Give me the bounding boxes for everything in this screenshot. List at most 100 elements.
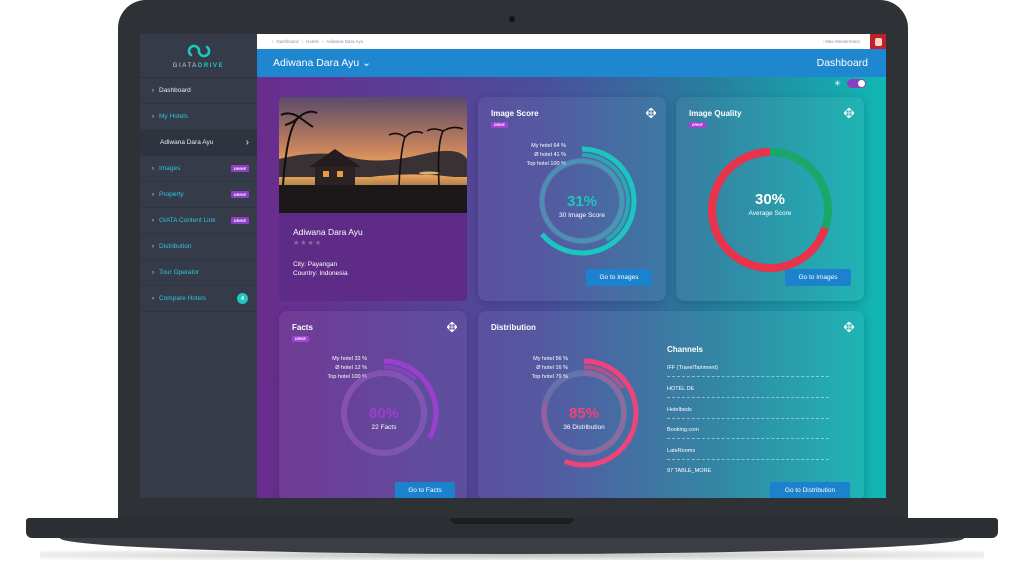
channels-title: Channels (667, 345, 704, 354)
drive-tag: DRIVE (292, 336, 309, 342)
hotel-name: Adiwana Dara Ayu (293, 227, 363, 237)
distribution-legend: My hotel 56 % Ø hotel 16 % Top hotel 79 … (532, 355, 568, 382)
distribution-card: Distribution My hotel 56 % Ø hotel 16 % … (478, 311, 864, 498)
page-header: Adiwana Dara Ayu ⌄ Dashboard (257, 49, 886, 77)
logo-text: GIATADRIVE (172, 62, 225, 69)
go-to-images-button[interactable]: Go to Images (785, 269, 851, 286)
giata-logo[interactable]: GIATADRIVE (140, 34, 257, 78)
move-icon[interactable] (844, 108, 854, 118)
legend-avg-hotel: Ø hotel 16 % (536, 365, 568, 371)
image-score-value: 31% (566, 193, 598, 210)
drive-tag: DRIVE (230, 165, 249, 172)
card-title: Image Quality (689, 109, 742, 118)
ring-avg-hotel (581, 153, 630, 242)
card-title: Distribution (491, 323, 536, 332)
breadcrumb-arrow-icon: › (272, 39, 274, 44)
move-icon[interactable] (646, 108, 656, 118)
ring-my-hotel (540, 146, 637, 256)
theme-toggle-row: ☀ (834, 79, 866, 88)
go-to-facts-button[interactable]: Go to Facts (395, 482, 455, 498)
sidebar-item-tour-operator[interactable]: › Tour Operator (140, 260, 257, 286)
ring-my-hotel (383, 358, 439, 440)
sidebar-item-selected-hotel[interactable]: Adiwana Dara Ayu › (140, 130, 257, 156)
sidebar-item-my-hotels[interactable]: › My Hotels (140, 104, 257, 130)
move-icon[interactable] (447, 322, 457, 332)
dashboard-content: ☀ (257, 77, 886, 498)
ring-top-hotel (539, 159, 624, 243)
sidebar-item-content-link[interactable]: › GIATA Content Link DRIVE (140, 208, 257, 234)
hotel-photo (279, 97, 467, 213)
image-quality-card: Image Quality DRIVE 30% Average Score Go… (676, 97, 864, 301)
page-title: Dashboard (816, 57, 868, 69)
chevron-right-icon: › (152, 217, 154, 224)
image-score-gauge (538, 146, 637, 256)
chevron-right-icon: › (152, 87, 154, 94)
laptop-shadow (40, 550, 984, 560)
gauge-track (538, 158, 625, 244)
app-screen: GIATADRIVE › Dashboard › My Hotels Adiwana… (140, 34, 886, 498)
go-to-distribution-button[interactable]: Go to Distribution (770, 482, 850, 498)
gauge-track (340, 370, 427, 456)
theme-toggle[interactable] (847, 79, 866, 88)
gauge-track (540, 370, 627, 456)
sun-icon: ☀ (833, 79, 841, 88)
card-title: Facts (292, 323, 313, 332)
sidebar-item-compare-hotels[interactable]: › Compare Hotels 4 (140, 286, 257, 312)
channel-item[interactable]: LateRooms (667, 448, 829, 460)
chevron-down-icon: ⌄ (362, 57, 371, 69)
facts-card: Facts DRIVE My hotel 33 % Ø hotel 12 % T… (279, 311, 467, 498)
channel-item[interactable]: IFF (TravelTainment) (667, 365, 829, 377)
ring-my-hotel (563, 358, 639, 468)
hotel-star-rating: ★★★★ (293, 240, 323, 247)
breadcrumb: › Dashboard › Hotels › Adiwana Dara Ayu › M… (257, 34, 886, 49)
drive-tag: DRIVE (491, 122, 508, 128)
image-quality-gauge (708, 148, 832, 272)
hotel-selector[interactable]: Adiwana Dara Ayu ⌄ (273, 57, 371, 69)
breadcrumb-arrow-icon: › (321, 39, 324, 44)
channel-item[interactable]: 97 TABLE_MORE (667, 468, 712, 474)
hotel-card: Adiwana Dara Ayu ★★★★ City: Payangan Cou… (279, 97, 467, 301)
image-quality-sub: Average Score (748, 210, 792, 217)
breadcrumb-item[interactable]: Hotels (306, 39, 319, 44)
sidebar-item-distribution[interactable]: › Distribution (140, 234, 257, 260)
chevron-right-icon: › (152, 191, 154, 198)
sidebar-item-images[interactable]: › Images DRIVE (140, 156, 257, 182)
go-to-images-button[interactable]: Go to Images (586, 269, 652, 286)
drive-tag: DRIVE (230, 191, 249, 198)
legend-my-hotel: My hotel 56 % (533, 356, 568, 362)
channel-item[interactable]: Hotelbeds (667, 407, 829, 419)
facts-value: 80% (368, 405, 400, 422)
image-score-sub: 30 Image Score (559, 212, 605, 219)
chevron-right-icon: › (822, 39, 826, 44)
hotel-country: Country: Indonesia (293, 270, 348, 277)
ring-top-hotel (542, 371, 626, 455)
quality-negative-arc (708, 148, 829, 272)
user-icon (874, 37, 882, 46)
logo-mark-icon (187, 44, 210, 57)
legend-my-hotel: My hotel 64 % (531, 143, 566, 149)
channel-item[interactable]: Booking.com (667, 427, 829, 439)
score-legend: My hotel 64 % Ø hotel 41 % Top hotel 100… (527, 142, 566, 169)
ring-top-hotel (341, 371, 426, 455)
quality-positive-arc (769, 148, 832, 230)
avatar[interactable] (870, 34, 886, 49)
sidebar-item-dashboard[interactable]: › Dashboard (140, 78, 257, 104)
distribution-gauge (540, 358, 639, 468)
legend-top-hotel: Top hotel 100 % (526, 161, 566, 167)
image-quality-value: 30% (754, 191, 786, 208)
legend-my-hotel: My hotel 33 % (332, 356, 367, 362)
ring-avg-hotel (583, 365, 625, 390)
chevron-right-icon: › (152, 295, 154, 302)
chevron-right-icon: › (152, 165, 154, 172)
channel-item[interactable]: HOTEL DE (667, 386, 829, 398)
sidebar-item-property[interactable]: › Property DRIVE (140, 182, 257, 208)
move-icon[interactable] (844, 322, 854, 332)
breadcrumb-item[interactable]: Adiwana Dara Ayu (326, 39, 364, 44)
facts-sub: 22 Facts (371, 424, 397, 431)
sidebar: GIATADRIVE › Dashboard › My Hotels Adiwana… (140, 34, 257, 498)
breadcrumb-arrow-icon: › (301, 39, 304, 44)
laptop-foot (60, 538, 964, 554)
breadcrumb-item[interactable]: Dashboard (276, 39, 299, 44)
chevron-right-icon: › (245, 137, 249, 148)
user-name[interactable]: › Max Mustermann (822, 39, 860, 44)
